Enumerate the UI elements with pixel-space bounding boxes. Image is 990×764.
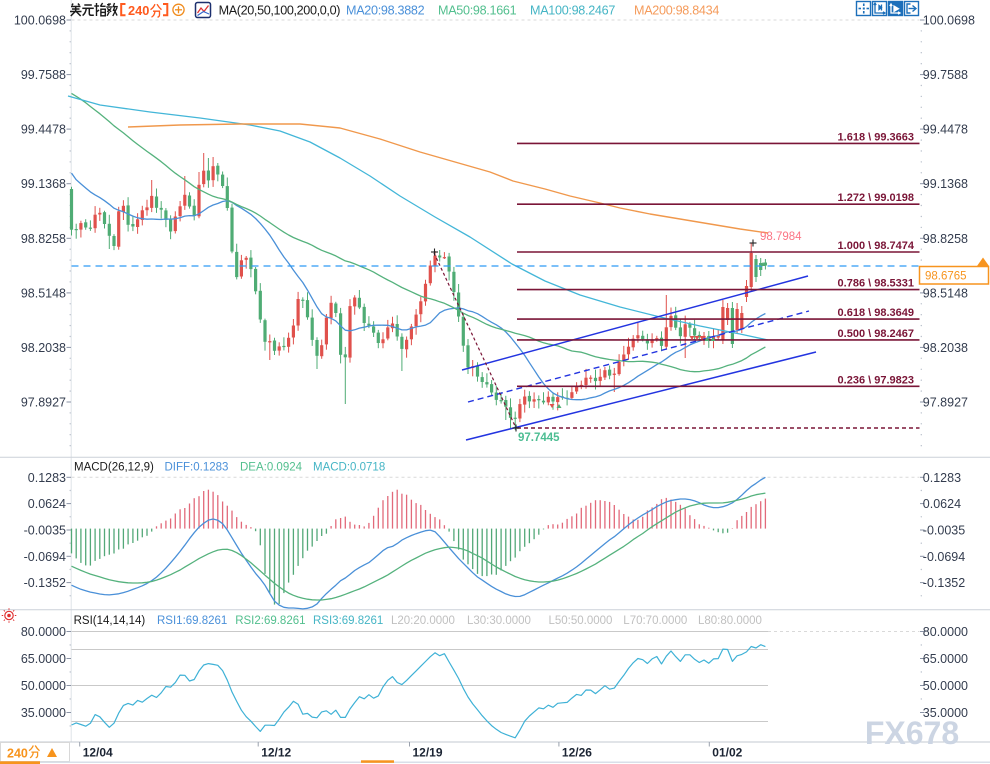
svg-text:35.0000: 35.0000 [21, 706, 66, 720]
svg-text:0.786 \ 98.5331: 0.786 \ 98.5331 [838, 278, 914, 290]
svg-text:98.8258: 98.8258 [21, 232, 66, 246]
svg-text:99.1368: 99.1368 [923, 177, 968, 191]
svg-text:MACD(26,12,9): MACD(26,12,9) [74, 462, 154, 474]
svg-text:0.236 \ 97.9823: 0.236 \ 97.9823 [838, 374, 914, 386]
svg-text:240: 240 [128, 3, 149, 18]
svg-text:12/26: 12/26 [562, 746, 592, 760]
svg-text:0.0624: 0.0624 [923, 497, 961, 511]
svg-text:RSI(14,14,14): RSI(14,14,14) [74, 615, 146, 627]
svg-text:98.5148: 98.5148 [923, 286, 968, 300]
svg-text:97.7445: 97.7445 [518, 432, 560, 444]
svg-text:-0.1352: -0.1352 [24, 576, 66, 590]
svg-text:0.0624: 0.0624 [28, 497, 66, 511]
svg-text:FX678: FX678 [865, 715, 959, 751]
svg-text:98.2038: 98.2038 [21, 341, 66, 355]
svg-text:98.8258: 98.8258 [923, 232, 968, 246]
svg-text:-0.1352: -0.1352 [923, 576, 965, 590]
svg-text:RSI3:69.8261: RSI3:69.8261 [313, 615, 383, 627]
svg-text:1.000 \ 98.7474: 1.000 \ 98.7474 [838, 240, 915, 252]
svg-text:L70:70.0000: L70:70.0000 [623, 615, 687, 627]
svg-text:99.7588: 99.7588 [21, 68, 66, 82]
svg-text:99.4478: 99.4478 [923, 123, 968, 137]
svg-text:100.0698: 100.0698 [923, 14, 975, 28]
svg-text:0.1283: 0.1283 [28, 471, 66, 485]
svg-text:50.0000: 50.0000 [21, 679, 66, 693]
svg-text:0.500 \ 98.2467: 0.500 \ 98.2467 [838, 328, 914, 340]
svg-text:99.4478: 99.4478 [21, 123, 66, 137]
svg-text:RSI2:69.8261: RSI2:69.8261 [235, 615, 305, 627]
svg-text:1.618 \ 99.3663: 1.618 \ 99.3663 [838, 131, 914, 143]
svg-text:35.0000: 35.0000 [923, 706, 968, 720]
svg-text:0.1283: 0.1283 [923, 471, 961, 485]
svg-text:MA(20,50,100,200,0,0): MA(20,50,100,200,0,0) [219, 4, 341, 18]
svg-text:50.0000: 50.0000 [923, 679, 968, 693]
svg-text:80.0000: 80.0000 [21, 625, 66, 639]
svg-text:-0.0035: -0.0035 [24, 524, 66, 538]
svg-text:97.8927: 97.8927 [21, 396, 66, 410]
svg-text:240: 240 [7, 747, 28, 761]
svg-text:01/02: 01/02 [712, 746, 742, 760]
svg-text:MA20:98.3882: MA20:98.3882 [346, 4, 425, 18]
svg-text:L80:80.0000: L80:80.0000 [698, 615, 762, 627]
svg-text:1.272 \ 99.0198: 1.272 \ 99.0198 [838, 192, 914, 204]
svg-text:65.0000: 65.0000 [923, 652, 968, 666]
svg-text:MA200:98.8434: MA200:98.8434 [634, 4, 719, 18]
svg-text:98.2038: 98.2038 [923, 341, 968, 355]
svg-text:65.0000: 65.0000 [21, 652, 66, 666]
svg-text:L50:50.0000: L50:50.0000 [549, 615, 613, 627]
svg-text:-0.0035: -0.0035 [923, 524, 965, 538]
svg-text:0.618 \ 98.3649: 0.618 \ 98.3649 [838, 307, 914, 319]
svg-text:-0.0694: -0.0694 [24, 550, 66, 564]
svg-text:100.0698: 100.0698 [14, 14, 66, 28]
svg-text:98.7984: 98.7984 [760, 231, 802, 243]
svg-text:99.1368: 99.1368 [21, 177, 66, 191]
svg-text:80.0000: 80.0000 [923, 625, 968, 639]
svg-text:RSI1:69.8261: RSI1:69.8261 [157, 615, 227, 627]
svg-text:98.6765: 98.6765 [925, 271, 967, 283]
svg-text:99.7588: 99.7588 [923, 68, 968, 82]
svg-text:L20:20.0000: L20:20.0000 [391, 615, 455, 627]
svg-text:MA100:98.2467: MA100:98.2467 [530, 4, 615, 18]
svg-text:12/04: 12/04 [83, 746, 113, 760]
svg-text:-0.0694: -0.0694 [923, 550, 965, 564]
svg-text:MA50:98.1661: MA50:98.1661 [438, 4, 517, 18]
svg-text:12/12: 12/12 [261, 746, 291, 760]
svg-text:12/19: 12/19 [413, 746, 443, 760]
svg-text:97.8927: 97.8927 [923, 396, 968, 410]
svg-text:98.5148: 98.5148 [21, 286, 66, 300]
svg-text:L30:30.0000: L30:30.0000 [467, 615, 531, 627]
svg-text:DIFF:0.1283: DIFF:0.1283 [165, 462, 229, 474]
svg-text:DEA:0.0924: DEA:0.0924 [240, 462, 303, 474]
svg-text:MACD:0.0718: MACD:0.0718 [313, 462, 385, 474]
